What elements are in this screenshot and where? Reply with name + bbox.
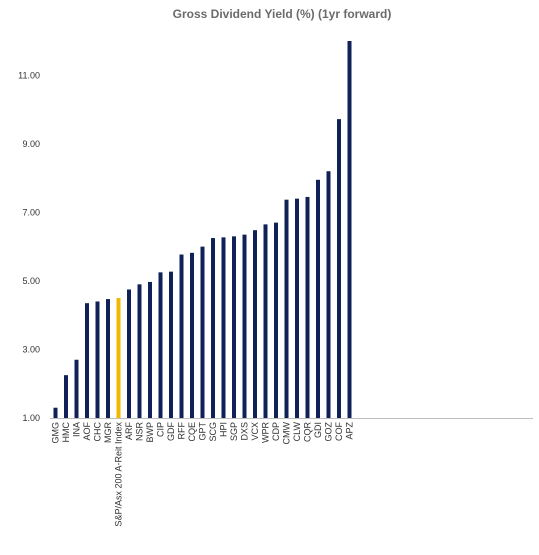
x-tick-label: GDI bbox=[313, 422, 323, 438]
x-tick-label: GPT bbox=[198, 422, 208, 441]
x-tick-label: APZ bbox=[345, 422, 355, 440]
x-tick-label: AOF bbox=[82, 422, 92, 441]
x-tick-label: VCX bbox=[250, 422, 260, 441]
x-tick-label: CMW bbox=[282, 422, 292, 445]
x-tick-label: GDF bbox=[166, 422, 176, 442]
x-tick-label: WPR bbox=[261, 422, 271, 443]
bar bbox=[158, 272, 163, 418]
bar bbox=[295, 198, 299, 418]
bar bbox=[190, 252, 194, 418]
bar bbox=[85, 303, 89, 418]
bars bbox=[53, 41, 352, 418]
x-tick-label: CLW bbox=[292, 422, 302, 442]
bar bbox=[253, 230, 257, 418]
bar bbox=[305, 196, 310, 418]
bar bbox=[64, 375, 68, 418]
chart-title: Gross Dividend Yield (%) (1yr forward) bbox=[173, 7, 392, 21]
x-tick-label: S&P/Asx 200 A-Reit Index bbox=[114, 422, 124, 527]
bar bbox=[137, 284, 142, 418]
x-tick-label: ARF bbox=[124, 421, 134, 440]
bar bbox=[232, 236, 236, 418]
x-tick-label: COF bbox=[334, 422, 344, 442]
bar bbox=[106, 299, 110, 418]
x-tick-label: INA bbox=[72, 422, 82, 437]
x-tick-label: GMG bbox=[51, 422, 61, 444]
bar bbox=[74, 359, 79, 418]
x-tick-label: CQR bbox=[303, 422, 313, 443]
bar bbox=[316, 179, 320, 418]
bar bbox=[179, 254, 184, 418]
bar bbox=[242, 234, 247, 418]
bar bbox=[148, 281, 152, 418]
bar bbox=[116, 298, 121, 418]
bar bbox=[274, 222, 278, 418]
y-tick-label: 9.00 bbox=[22, 139, 40, 149]
x-tick-label: CIP bbox=[156, 422, 166, 437]
bar bbox=[284, 199, 289, 418]
x-tick-label: SGP bbox=[229, 422, 239, 441]
bar bbox=[221, 237, 226, 418]
bar bbox=[263, 224, 268, 418]
y-axis: 1.00 3.00 5.00 7.00 9.00 11.00 bbox=[18, 70, 40, 423]
x-tick-label: NSR bbox=[135, 422, 145, 442]
bar bbox=[337, 119, 341, 418]
x-tick-label: RFF bbox=[177, 422, 187, 440]
x-tick-label: CQE bbox=[187, 422, 197, 442]
y-tick-label: 11.00 bbox=[18, 70, 40, 80]
bar bbox=[211, 238, 215, 418]
y-tick-label: 5.00 bbox=[22, 276, 40, 286]
x-tick-label: BWP bbox=[145, 422, 155, 443]
bar bbox=[200, 246, 205, 418]
x-tick-label: SCG bbox=[208, 422, 218, 442]
x-tick-label: HPI bbox=[219, 422, 229, 437]
x-tick-label: MGR bbox=[103, 422, 113, 443]
bar bbox=[53, 407, 58, 418]
x-tick-label: DXS bbox=[240, 422, 250, 441]
y-tick-label: 3.00 bbox=[22, 344, 40, 354]
x-tick-label: GOZ bbox=[324, 421, 334, 441]
bar bbox=[169, 271, 173, 418]
y-tick-label: 1.00 bbox=[22, 413, 40, 423]
bar bbox=[347, 41, 352, 418]
x-tick-label: CDP bbox=[271, 422, 281, 441]
bar bbox=[127, 289, 131, 418]
x-axis: GMG HMC INA AOF CHC MGR S&P/Asx 200 A-Reit Ind… bbox=[51, 421, 355, 526]
y-tick-label: 7.00 bbox=[22, 207, 40, 217]
bar bbox=[95, 301, 100, 418]
x-tick-label: HMC bbox=[61, 422, 71, 443]
bar bbox=[326, 171, 331, 418]
x-tick-label: CHC bbox=[93, 422, 103, 442]
